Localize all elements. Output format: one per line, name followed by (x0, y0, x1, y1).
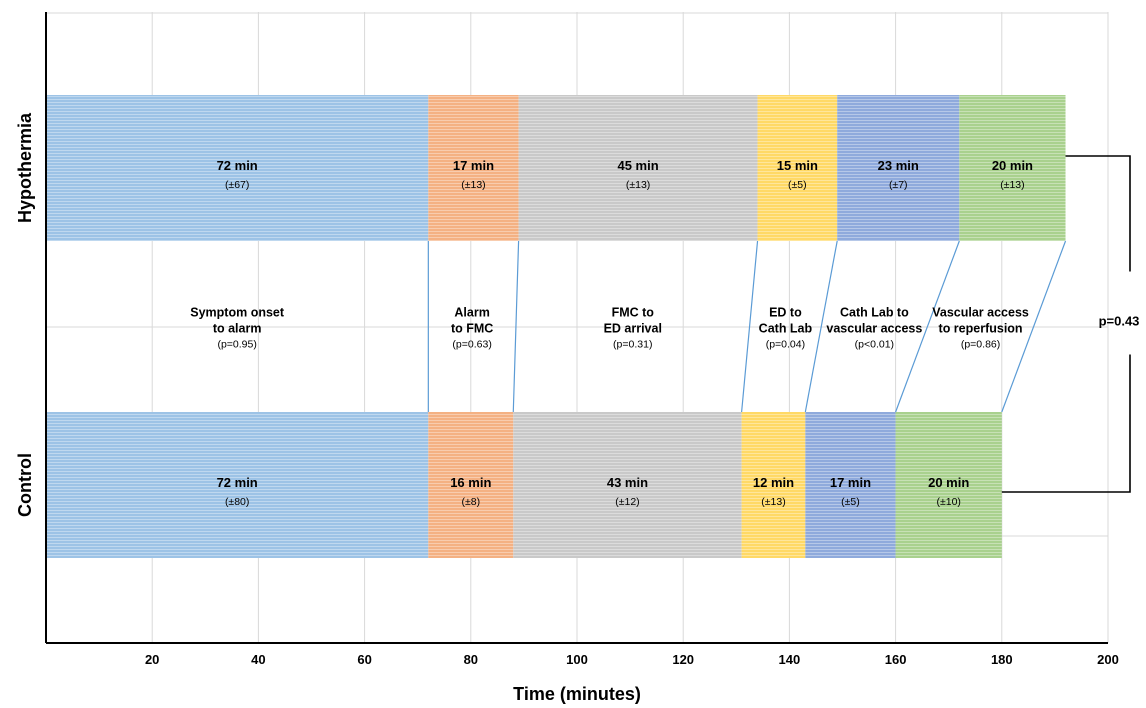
bar-texture-hypothermia-3 (757, 95, 838, 241)
segment-value-label: 43 min (607, 475, 648, 490)
bar-texture-control-2 (513, 412, 742, 558)
x-tick-label: 120 (672, 652, 694, 667)
segment-value-label: 45 min (617, 158, 658, 173)
segment-value-label: 17 min (830, 475, 871, 490)
x-tick-label: 180 (991, 652, 1013, 667)
x-tick-label: 80 (464, 652, 478, 667)
phase-label-line2: to reperfusion (939, 322, 1023, 336)
segment-sd-label: (±13) (461, 179, 485, 191)
bar-texture-hypothermia-0 (46, 95, 429, 241)
connector-3 (741, 240, 759, 413)
bar-texture-hypothermia-4 (837, 95, 960, 241)
x-tick-label: 40 (251, 652, 265, 667)
phase-label-line2: to alarm (213, 322, 262, 336)
segment-value-label: 20 min (992, 158, 1033, 173)
phase-label-line1: Cath Lab to (840, 306, 909, 320)
phase-labels: Symptom onset to alarm (p=0.95) Alarm to FMC… (190, 306, 1029, 351)
segment-value-label: 17 min (453, 158, 494, 173)
segment-sd-label: (±5) (841, 496, 860, 508)
segment-value-label: 16 min (450, 475, 491, 490)
phase-p-value: (p=0.63) (452, 339, 491, 351)
connector-5 (895, 240, 960, 413)
bar-texture-hypothermia-1 (428, 95, 519, 241)
segment-value-label: 72 min (217, 475, 258, 490)
bars: 72 min (±67) 17 min (±13) 45 min (±13) 15 min (… (46, 95, 1066, 558)
segment-sd-label: (±13) (761, 496, 785, 508)
phase-p-value: (p<0.01) (855, 339, 894, 351)
bar-texture-hypothermia-5 (959, 95, 1066, 241)
x-tick-label: 20 (145, 652, 159, 667)
phase-p-value: (p=0.95) (217, 339, 256, 351)
phase-label-line2: ED arrival (604, 322, 662, 336)
bar-texture-control-5 (895, 412, 1002, 558)
total-bracket: p=0.43 (1001, 155, 1140, 493)
segment-sd-label: (±7) (889, 179, 908, 191)
phase-connectors (427, 240, 1067, 413)
row-label-control: Control (15, 453, 35, 517)
phase-label-line2: vascular access (826, 322, 922, 336)
phase-label-line1: ED to (769, 306, 802, 320)
phase-label-line1: Vascular access (932, 306, 1029, 320)
row-label-hypothermia: Hypothermia (15, 112, 35, 223)
connector-4 (804, 240, 838, 413)
phase-p-value: (p=0.04) (766, 339, 805, 351)
segment-sd-label: (±5) (788, 179, 807, 191)
x-tick-label: 100 (566, 652, 588, 667)
phase-label-line1: Alarm (454, 306, 489, 320)
total-p-value: p=0.43 (1099, 314, 1140, 329)
bar-texture-control-4 (805, 412, 896, 558)
phase-label-line1: FMC to (612, 306, 655, 320)
phase-label-line1: Symptom onset (190, 306, 285, 320)
x-tick-label: 60 (357, 652, 371, 667)
bracket-bottom (1001, 354, 1131, 493)
segment-value-label: 20 min (928, 475, 969, 490)
segment-sd-label: (±13) (626, 179, 650, 191)
segment-sd-label: (±80) (225, 496, 249, 508)
bar-texture-hypothermia-2 (518, 95, 758, 241)
connector-2 (512, 240, 520, 413)
x-axis-title: Time (minutes) (513, 684, 641, 704)
connector-6 (1001, 240, 1067, 413)
x-tick-label: 160 (885, 652, 907, 667)
phase-p-value: (p=0.86) (961, 339, 1000, 351)
segment-value-label: 23 min (878, 158, 919, 173)
segment-sd-label: (±67) (225, 179, 249, 191)
segment-value-label: 15 min (777, 158, 818, 173)
bar-texture-control-3 (741, 412, 806, 558)
x-tick-label: 200 (1097, 652, 1119, 667)
segment-value-label: 12 min (753, 475, 794, 490)
phase-label-line2: to FMC (451, 322, 493, 336)
phase-p-value: (p=0.31) (613, 339, 652, 351)
bracket-top (1065, 155, 1131, 272)
bar-texture-control-1 (428, 412, 514, 558)
axes: Hypothermia Control 20 40 60 80 100 120 140 160 18… (15, 12, 1119, 704)
segment-sd-label: (±8) (461, 496, 480, 508)
segment-sd-label: (±13) (1000, 179, 1024, 191)
segment-sd-label: (±10) (936, 496, 960, 508)
x-tick-label: 140 (779, 652, 801, 667)
phase-label-line2: Cath Lab (759, 322, 813, 336)
bar-texture-control-0 (46, 412, 429, 558)
segment-sd-label: (±12) (615, 496, 639, 508)
segment-value-label: 72 min (217, 158, 258, 173)
